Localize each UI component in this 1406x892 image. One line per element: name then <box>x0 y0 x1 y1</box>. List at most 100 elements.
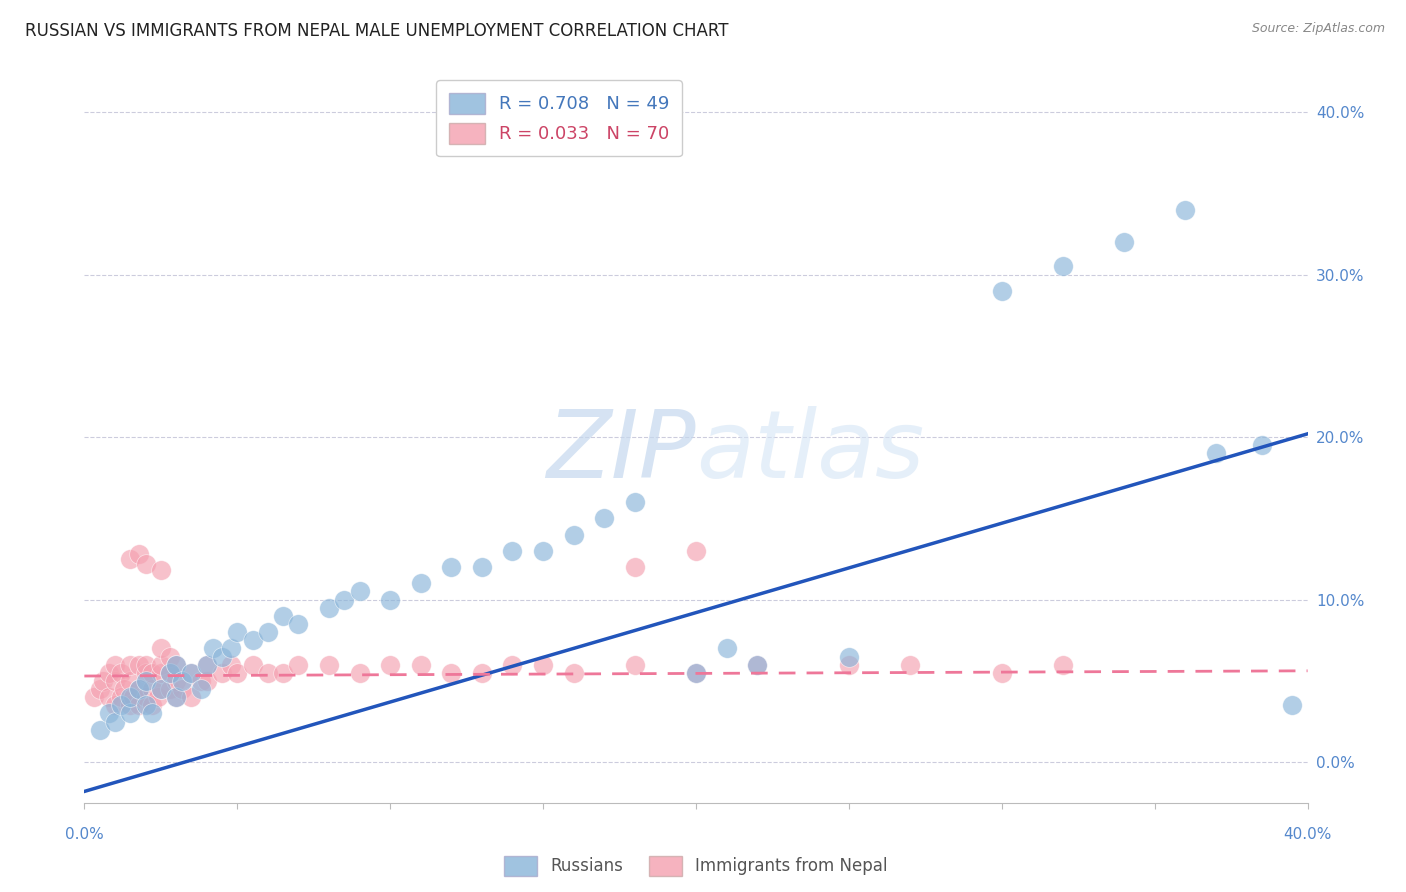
Point <box>242 633 264 648</box>
Point <box>159 649 181 664</box>
Point <box>440 665 463 680</box>
Point <box>146 690 169 705</box>
Point <box>97 665 120 680</box>
Point <box>135 673 157 688</box>
Point <box>190 681 212 696</box>
Point <box>120 706 142 721</box>
Text: atlas: atlas <box>696 406 924 497</box>
Point <box>318 600 340 615</box>
Point <box>318 657 340 672</box>
Point <box>149 657 172 672</box>
Point <box>380 592 402 607</box>
Point <box>380 657 402 672</box>
Point <box>97 690 120 705</box>
Point <box>257 665 280 680</box>
Point <box>195 657 218 672</box>
Point <box>1250 438 1272 452</box>
Text: 0.0%: 0.0% <box>65 827 104 842</box>
Text: Source: ZipAtlas.com: Source: ZipAtlas.com <box>1251 22 1385 36</box>
Point <box>409 576 432 591</box>
Point <box>271 608 294 623</box>
Point <box>242 657 264 672</box>
Point <box>1114 235 1136 249</box>
Point <box>141 706 163 721</box>
Point <box>91 673 114 688</box>
Point <box>141 698 163 713</box>
Point <box>159 665 181 680</box>
Point <box>104 673 127 688</box>
Point <box>110 690 132 705</box>
Point <box>287 657 309 672</box>
Point <box>149 665 172 680</box>
Point <box>120 657 142 672</box>
Point <box>149 681 172 696</box>
Point <box>226 665 249 680</box>
Point <box>149 641 172 656</box>
Point <box>219 641 242 656</box>
Point <box>349 584 371 599</box>
Point <box>287 617 309 632</box>
Point <box>502 657 524 672</box>
Point <box>257 625 280 640</box>
Point <box>104 714 127 729</box>
Point <box>271 665 294 680</box>
Point <box>120 690 142 705</box>
Point <box>685 544 707 558</box>
Point <box>624 495 647 509</box>
Point <box>991 665 1014 680</box>
Point <box>120 552 142 566</box>
Point <box>180 665 202 680</box>
Point <box>112 681 135 696</box>
Point <box>141 681 163 696</box>
Point <box>211 649 233 664</box>
Point <box>128 681 150 696</box>
Point <box>219 657 242 672</box>
Point <box>747 657 769 672</box>
Point <box>135 698 157 713</box>
Point <box>211 665 233 680</box>
Point <box>531 544 554 558</box>
Point <box>1174 202 1197 217</box>
Point <box>149 681 172 696</box>
Point <box>180 690 202 705</box>
Point <box>128 547 150 561</box>
Point <box>747 657 769 672</box>
Point <box>471 665 494 680</box>
Point <box>195 657 218 672</box>
Point <box>120 673 142 688</box>
Point <box>165 690 187 705</box>
Point <box>838 657 860 672</box>
Point <box>159 665 181 680</box>
Point <box>190 673 212 688</box>
Legend: Russians, Immigrants from Nepal: Russians, Immigrants from Nepal <box>498 850 894 882</box>
Point <box>1205 446 1227 460</box>
Point <box>440 560 463 574</box>
Point <box>120 698 142 713</box>
Point <box>110 665 132 680</box>
Point <box>201 641 224 656</box>
Point <box>165 657 187 672</box>
Point <box>128 698 150 713</box>
Point <box>624 560 647 574</box>
Point <box>135 665 157 680</box>
Point <box>624 657 647 672</box>
Point <box>471 560 494 574</box>
Point <box>159 681 181 696</box>
Text: 40.0%: 40.0% <box>1284 827 1331 842</box>
Point <box>685 665 707 680</box>
Point <box>110 698 132 713</box>
Point <box>135 557 157 571</box>
Point <box>135 690 157 705</box>
Point <box>128 681 150 696</box>
Point <box>89 681 111 696</box>
Point <box>165 690 187 705</box>
Point <box>122 690 145 705</box>
Point <box>104 698 127 713</box>
Point <box>97 706 120 721</box>
Text: ZIP: ZIP <box>547 406 696 497</box>
Point <box>562 665 585 680</box>
Point <box>349 665 371 680</box>
Point <box>172 681 194 696</box>
Point <box>531 657 554 672</box>
Point <box>333 592 356 607</box>
